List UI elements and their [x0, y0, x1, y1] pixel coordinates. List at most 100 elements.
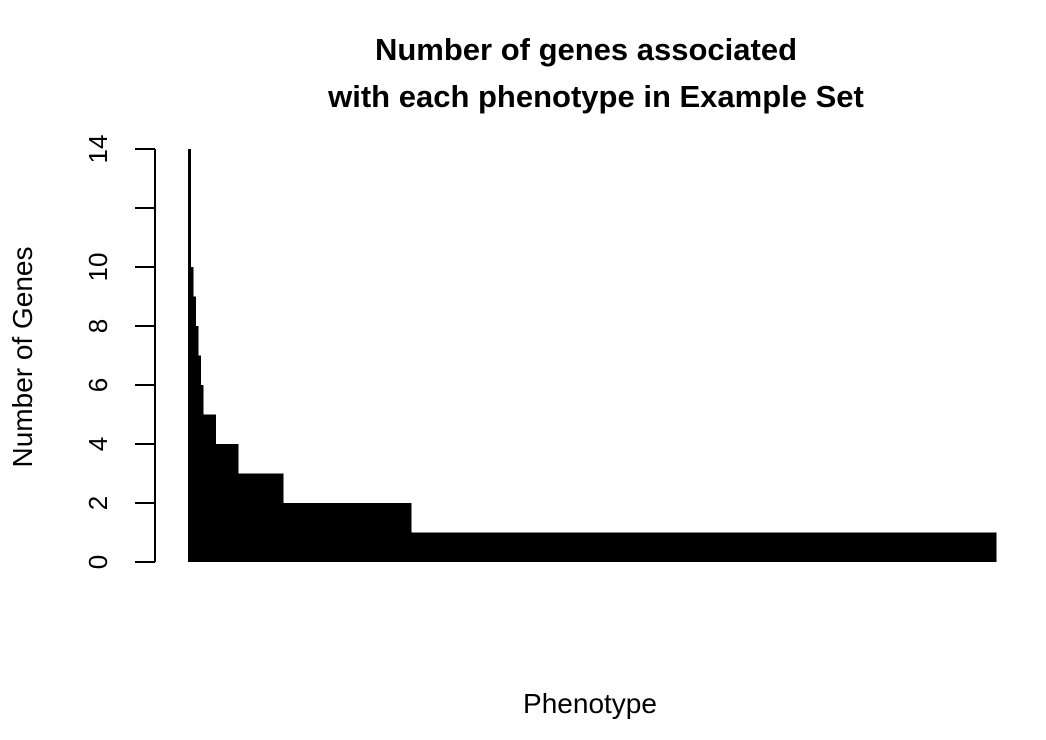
bar — [704, 532, 708, 562]
bar — [396, 503, 400, 562]
bar — [740, 532, 743, 562]
bar — [965, 532, 969, 562]
bar — [935, 532, 939, 562]
bar — [220, 444, 224, 562]
bar — [318, 503, 322, 562]
bar — [707, 532, 711, 562]
bar — [544, 532, 548, 562]
bar — [499, 532, 503, 562]
bar — [315, 503, 319, 562]
bar — [674, 532, 678, 562]
bar — [581, 532, 585, 562]
bar — [358, 503, 362, 562]
bar — [945, 532, 949, 562]
bar — [925, 532, 929, 562]
bar — [501, 532, 505, 562]
bar — [817, 532, 821, 562]
bar — [190, 267, 194, 562]
bar — [847, 532, 851, 562]
bar — [669, 532, 673, 562]
bar — [363, 503, 367, 562]
bar — [391, 503, 395, 562]
bar — [328, 503, 332, 562]
bar — [865, 532, 869, 562]
bar — [459, 532, 462, 562]
bar — [885, 532, 889, 562]
bar — [732, 532, 736, 562]
bar — [624, 532, 628, 562]
bar — [293, 503, 297, 562]
bar — [519, 532, 523, 562]
bar — [285, 503, 289, 562]
bar — [717, 532, 721, 562]
bar — [584, 532, 588, 562]
bar — [845, 532, 849, 562]
chart-title-line-1: Number of genes associated — [375, 32, 797, 67]
bar — [310, 503, 314, 562]
chart-title-line-2: with each phenotype in Example Set — [327, 79, 864, 114]
bar — [378, 503, 382, 562]
bar — [421, 532, 425, 562]
bar — [637, 532, 641, 562]
bar — [436, 532, 440, 562]
bar — [210, 414, 214, 562]
bar — [822, 532, 826, 562]
bar — [795, 532, 799, 562]
bar — [255, 473, 259, 562]
bar — [878, 532, 881, 562]
bar — [913, 532, 917, 562]
bar — [223, 444, 226, 562]
bar — [303, 503, 307, 562]
bar — [684, 532, 688, 562]
bar — [755, 532, 758, 562]
bar — [215, 444, 219, 562]
bar — [373, 503, 377, 562]
bar — [233, 444, 237, 562]
bar — [654, 532, 658, 562]
bar — [963, 532, 967, 562]
bar — [699, 532, 703, 562]
bar — [225, 444, 229, 562]
y-tick-label: 4 — [83, 437, 113, 451]
bar — [842, 532, 846, 562]
bar — [893, 532, 896, 562]
bar — [953, 532, 957, 562]
bar — [677, 532, 681, 562]
bar — [554, 532, 558, 562]
bar — [218, 444, 221, 562]
bar — [735, 532, 738, 562]
bar — [476, 532, 480, 562]
bar — [368, 503, 372, 562]
bar — [333, 503, 337, 562]
bar — [805, 532, 809, 562]
bar — [647, 532, 651, 562]
bar — [750, 532, 753, 562]
bar — [308, 503, 312, 562]
bar — [800, 532, 804, 562]
bar — [268, 473, 272, 562]
bar — [820, 532, 824, 562]
bar — [883, 532, 886, 562]
bar — [780, 532, 784, 562]
bar — [943, 532, 947, 562]
bar — [918, 532, 922, 562]
bar — [990, 532, 994, 562]
bar — [469, 532, 472, 562]
bar — [228, 444, 232, 562]
bar — [787, 532, 791, 562]
bar — [602, 532, 605, 562]
bar — [579, 532, 583, 562]
bar — [983, 532, 987, 562]
bar — [667, 532, 671, 562]
bar — [607, 532, 610, 562]
bar — [506, 532, 510, 562]
bar — [205, 414, 209, 562]
bar — [988, 532, 992, 562]
bar — [305, 503, 309, 562]
y-tick-label: 2 — [83, 496, 113, 510]
bar — [777, 532, 781, 562]
y-tick-label: 8 — [83, 319, 113, 333]
bar — [772, 532, 776, 562]
bar — [461, 532, 465, 562]
